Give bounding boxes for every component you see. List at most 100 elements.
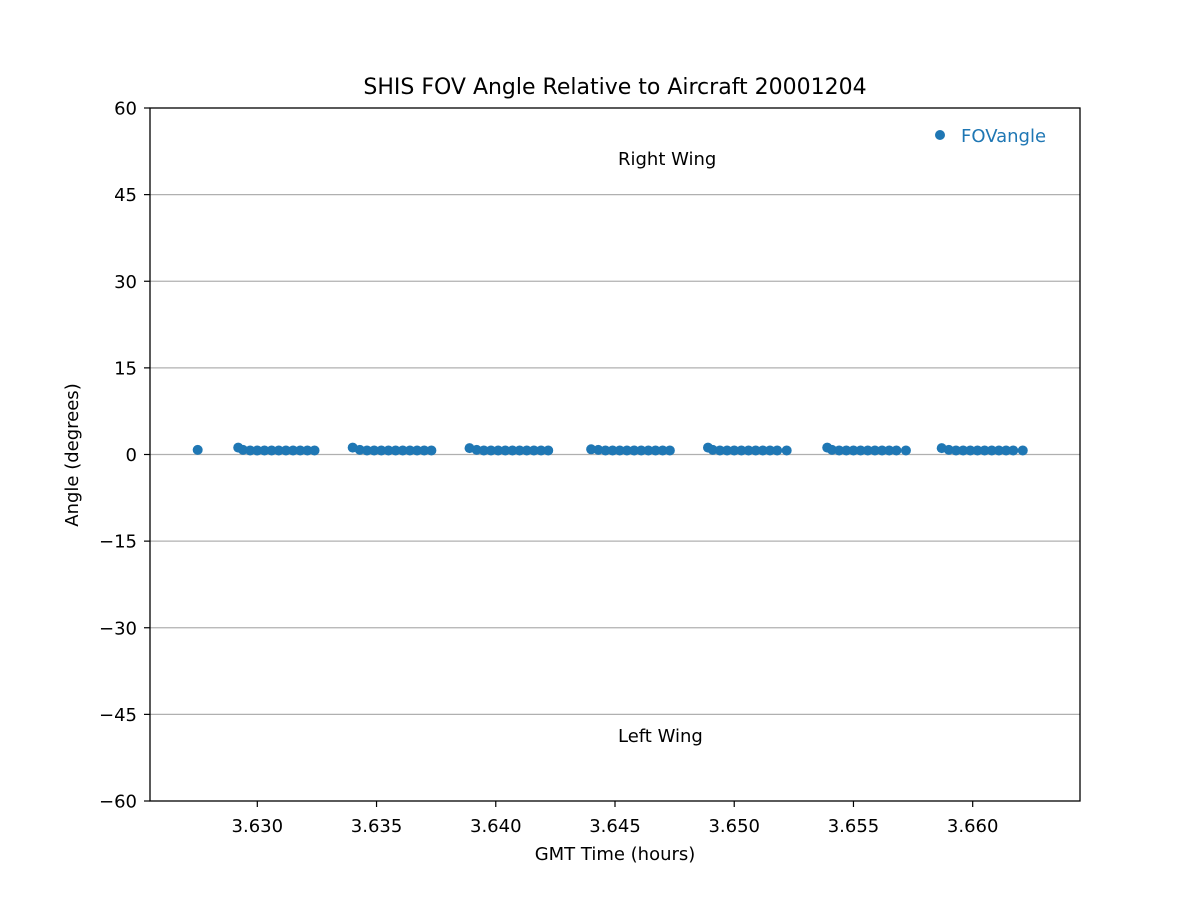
data-point xyxy=(426,445,437,456)
data-point xyxy=(376,445,387,456)
data-point xyxy=(841,445,852,456)
x-axis-ticks: 3.630 3.635 3.640 3.645 3.650 3.655 3.660 xyxy=(232,801,999,837)
data-point xyxy=(757,445,768,456)
data-point xyxy=(736,445,747,456)
data-point xyxy=(951,445,961,456)
data-point xyxy=(309,445,320,456)
legend: FOVangle xyxy=(935,126,1046,147)
data-point xyxy=(958,445,969,456)
legend-label-fovangle: FOVangle xyxy=(961,126,1046,147)
data-point xyxy=(404,445,415,456)
annotation-left-wing: Left Wing xyxy=(618,726,703,747)
y-tick-label: 0 xyxy=(126,445,137,466)
data-point xyxy=(593,444,604,455)
data-point xyxy=(607,445,618,456)
data-point xyxy=(664,445,675,456)
data-point xyxy=(636,445,647,456)
data-point xyxy=(614,445,625,456)
data-point xyxy=(412,445,423,456)
data-point xyxy=(891,445,902,456)
data-point xyxy=(722,445,733,456)
data-point xyxy=(259,445,270,456)
data-point xyxy=(743,445,754,456)
y-tick-label: 45 xyxy=(114,185,137,206)
x-tick-label: 3.630 xyxy=(232,816,284,837)
data-point xyxy=(192,444,203,455)
data-point xyxy=(707,444,718,455)
data-point xyxy=(750,445,761,456)
data-point xyxy=(288,445,299,456)
data-point xyxy=(493,445,504,456)
data-point xyxy=(397,445,408,456)
data-point xyxy=(877,445,888,456)
data-point xyxy=(834,445,845,456)
chart-title: SHIS FOV Angle Relative to Aircraft 2000… xyxy=(363,75,866,100)
data-point xyxy=(979,445,990,456)
data-point xyxy=(993,445,1004,456)
x-tick-label: 3.650 xyxy=(708,816,760,837)
x-tick-label: 3.660 xyxy=(947,816,999,837)
data-point xyxy=(302,445,313,456)
data-point xyxy=(986,445,997,456)
data-point xyxy=(884,445,895,456)
data-point xyxy=(972,445,983,456)
data-point xyxy=(1008,445,1019,456)
y-tick-label: −45 xyxy=(99,705,137,726)
data-point xyxy=(657,445,668,456)
data-point xyxy=(266,445,277,456)
y-axis-ticks: 60 45 30 15 0 −15 −30 −45 −60 xyxy=(99,99,150,813)
data-point xyxy=(419,445,430,456)
data-point xyxy=(862,445,873,456)
data-point xyxy=(729,445,740,456)
data-point xyxy=(900,445,911,456)
x-tick-label: 3.640 xyxy=(470,816,522,837)
data-point xyxy=(643,445,654,456)
data-point xyxy=(354,444,365,455)
data-point xyxy=(781,445,792,456)
y-tick-label: −30 xyxy=(99,618,137,639)
data-point xyxy=(1017,445,1028,456)
data-point xyxy=(586,444,597,455)
data-point xyxy=(772,445,783,456)
y-tick-label: 60 xyxy=(114,99,137,120)
data-point xyxy=(1001,445,1012,456)
data-point xyxy=(848,445,859,456)
data-point xyxy=(280,445,291,456)
data-point xyxy=(600,445,611,456)
data-point xyxy=(855,445,866,456)
x-tick-label: 3.655 xyxy=(828,816,880,837)
data-point xyxy=(543,445,554,456)
data-point xyxy=(273,445,284,456)
x-tick-label: 3.635 xyxy=(351,816,403,837)
data-point xyxy=(536,445,547,456)
data-point xyxy=(621,445,632,456)
data-point xyxy=(507,445,518,456)
annotation-right-wing: Right Wing xyxy=(618,149,716,170)
grid-lines xyxy=(150,193,1080,716)
data-point xyxy=(629,445,640,456)
data-point xyxy=(362,445,372,456)
data-point xyxy=(514,445,525,456)
data-point xyxy=(827,444,837,455)
data-point xyxy=(528,445,539,456)
x-axis-label: GMT Time (hours) xyxy=(535,844,696,865)
data-point xyxy=(765,445,775,456)
data-point xyxy=(383,445,394,456)
data-point xyxy=(369,445,380,456)
data-point xyxy=(390,445,401,456)
data-point xyxy=(869,445,880,456)
data-point xyxy=(471,444,482,455)
legend-marker xyxy=(935,130,945,140)
data-point xyxy=(252,445,263,456)
data-point xyxy=(714,445,725,456)
data-point xyxy=(965,445,976,456)
data-point xyxy=(295,445,306,456)
data-point xyxy=(245,445,256,456)
data-point xyxy=(650,445,661,456)
data-point xyxy=(238,444,248,455)
data-point xyxy=(486,445,496,456)
y-tick-label: 15 xyxy=(114,358,137,379)
data-point xyxy=(521,445,532,456)
data-point xyxy=(943,444,954,455)
